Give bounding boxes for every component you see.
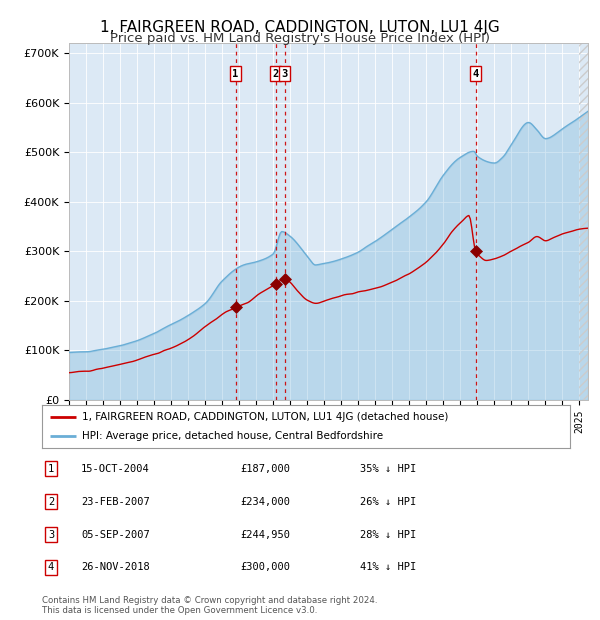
Text: 35% ↓ HPI: 35% ↓ HPI	[360, 464, 416, 474]
Text: 1: 1	[232, 69, 239, 79]
Text: 41% ↓ HPI: 41% ↓ HPI	[360, 562, 416, 572]
Text: 26% ↓ HPI: 26% ↓ HPI	[360, 497, 416, 507]
Text: 1, FAIRGREEN ROAD, CADDINGTON, LUTON, LU1 4JG: 1, FAIRGREEN ROAD, CADDINGTON, LUTON, LU…	[100, 20, 500, 35]
Text: Contains HM Land Registry data © Crown copyright and database right 2024.
This d: Contains HM Land Registry data © Crown c…	[42, 596, 377, 615]
Text: 3: 3	[281, 69, 288, 79]
Text: Price paid vs. HM Land Registry's House Price Index (HPI): Price paid vs. HM Land Registry's House …	[110, 32, 490, 45]
Text: 3: 3	[48, 529, 54, 539]
Text: £244,950: £244,950	[240, 529, 290, 539]
Text: 1: 1	[48, 464, 54, 474]
Text: 28% ↓ HPI: 28% ↓ HPI	[360, 529, 416, 539]
Text: 23-FEB-2007: 23-FEB-2007	[81, 497, 150, 507]
Text: £187,000: £187,000	[240, 464, 290, 474]
Text: £234,000: £234,000	[240, 497, 290, 507]
Text: 26-NOV-2018: 26-NOV-2018	[81, 562, 150, 572]
Text: 05-SEP-2007: 05-SEP-2007	[81, 529, 150, 539]
Text: £300,000: £300,000	[240, 562, 290, 572]
Text: 4: 4	[48, 562, 54, 572]
Text: 1, FAIRGREEN ROAD, CADDINGTON, LUTON, LU1 4JG (detached house): 1, FAIRGREEN ROAD, CADDINGTON, LUTON, LU…	[82, 412, 448, 422]
Bar	[580, 43, 588, 400]
Text: 2: 2	[48, 497, 54, 507]
Text: HPI: Average price, detached house, Central Bedfordshire: HPI: Average price, detached house, Cent…	[82, 432, 383, 441]
Text: 4: 4	[473, 69, 479, 79]
Text: 15-OCT-2004: 15-OCT-2004	[81, 464, 150, 474]
Text: 2: 2	[272, 69, 279, 79]
